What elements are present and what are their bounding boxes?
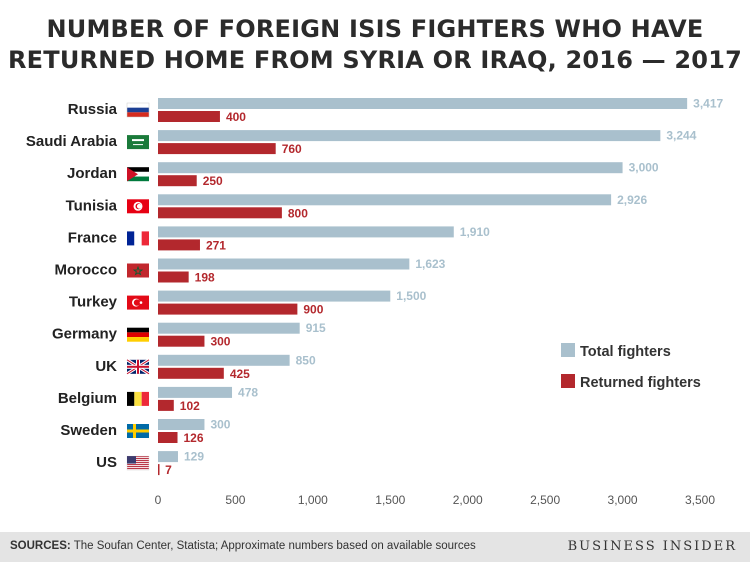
category-label: Belgium [58, 390, 117, 407]
germany-flag-icon [127, 327, 149, 342]
returned-value-label: 250 [203, 174, 223, 188]
returned-value-label: 425 [230, 367, 250, 381]
total-bar [158, 226, 454, 238]
total-bar [158, 162, 623, 174]
saudi-arabia-flag-icon [127, 135, 149, 150]
returned-bar [158, 175, 197, 187]
total-value-label: 300 [210, 418, 230, 432]
returned-bar [158, 111, 220, 122]
legend-swatch-returned [561, 374, 575, 388]
total-bar [158, 98, 688, 109]
sources-text: The Soufan Center, Statista; Approximate… [70, 540, 476, 552]
returned-bar [158, 367, 224, 379]
category-label: France [68, 229, 117, 246]
returned-bar [158, 303, 298, 315]
x-tick-label: 1,500 [375, 493, 405, 507]
returned-value-label: 800 [288, 206, 308, 220]
tunisia-flag-icon [127, 199, 149, 214]
total-bar [158, 419, 205, 430]
turkey-flag-icon [127, 295, 149, 310]
sweden-flag-icon [127, 424, 149, 438]
total-value-label: 3,000 [629, 161, 659, 175]
total-bar [158, 290, 391, 302]
total-value-label: 850 [296, 353, 316, 367]
category-label: Russia [68, 101, 118, 118]
total-value-label: 2,926 [617, 193, 647, 207]
footer: SOURCES: The Soufan Center, Statista; Ap… [0, 532, 750, 562]
chart-title: NUMBER OF FOREIGN ISIS FIGHTERS WHO HAVE… [0, 14, 750, 76]
legend-swatch-total [561, 343, 575, 357]
category-label: Jordan [67, 165, 117, 182]
category-label: Sweden [60, 422, 117, 439]
returned-bar [158, 464, 160, 476]
category-label: Germany [52, 326, 118, 343]
returned-value-label: 126 [184, 431, 204, 445]
returned-value-label: 102 [180, 399, 200, 413]
x-tick-label: 3,000 [608, 493, 638, 507]
x-tick-label: 0 [155, 493, 162, 507]
returned-bar [158, 432, 178, 443]
total-bar [158, 451, 178, 463]
brand-logo: BUSINESS INSIDER [567, 539, 737, 554]
total-bar [158, 322, 300, 334]
total-value-label: 1,910 [460, 225, 490, 239]
total-bar [158, 386, 233, 398]
returned-value-label: 271 [206, 238, 226, 252]
us-flag-icon [126, 455, 150, 471]
returned-value-label: 900 [303, 303, 323, 317]
uk-flag-icon [126, 358, 150, 376]
total-bar [158, 354, 290, 366]
total-value-label: 1,500 [396, 289, 426, 303]
category-label: Saudi Arabia [26, 133, 118, 150]
returned-bar [158, 239, 200, 251]
legend-label-returned: Returned fighters [580, 375, 701, 391]
category-label: Morocco [54, 262, 117, 279]
category-label: Turkey [69, 294, 118, 311]
legend-label-total: Total fighters [580, 344, 671, 360]
returned-value-label: 300 [210, 335, 230, 349]
returned-bar [158, 399, 174, 411]
total-value-label: 3,417 [693, 97, 723, 111]
france-flag-icon [127, 231, 149, 246]
returned-value-label: 7 [165, 463, 172, 477]
morocco-flag-icon [127, 263, 149, 278]
total-value-label: 915 [306, 321, 326, 335]
chart-title-line-1: NUMBER OF FOREIGN ISIS FIGHTERS WHO HAVE [46, 15, 704, 43]
returned-bar [158, 207, 282, 219]
returned-bar [158, 271, 189, 283]
total-value-label: 1,623 [415, 257, 445, 271]
total-bar [158, 130, 661, 142]
belgium-flag-icon [127, 391, 149, 406]
chart-title-line-2: RETURNED HOME FROM SYRIA OR IRAQ, 2016 —… [7, 46, 742, 74]
x-tick-label: 3,500 [685, 493, 715, 507]
returned-bar [158, 335, 205, 347]
x-tick-label: 2,500 [530, 493, 560, 507]
total-value-label: 3,244 [666, 129, 696, 143]
x-tick-label: 2,000 [453, 493, 483, 507]
total-value-label: 478 [238, 385, 258, 399]
x-tick-label: 1,000 [298, 493, 328, 507]
total-bar [158, 258, 410, 270]
category-label: Tunisia [66, 197, 118, 214]
jordan-flag-icon [127, 167, 149, 182]
category-label: US [96, 454, 117, 471]
x-tick-label: 500 [225, 493, 245, 507]
bar-chart: Russia 3,417 400 Saudi Arabia 3,244 760 Jordan… [26, 97, 724, 508]
total-bar [158, 194, 612, 206]
category-label: UK [95, 358, 117, 375]
returned-bar [158, 143, 276, 155]
returned-value-label: 400 [226, 110, 246, 124]
sources-note: SOURCES: The Soufan Center, Statista; Ap… [10, 540, 476, 552]
returned-value-label: 760 [282, 142, 302, 156]
sources-label: SOURCES: [10, 540, 71, 552]
russia-flag-icon [126, 102, 150, 118]
total-value-label: 129 [184, 450, 204, 464]
returned-value-label: 198 [195, 271, 215, 285]
